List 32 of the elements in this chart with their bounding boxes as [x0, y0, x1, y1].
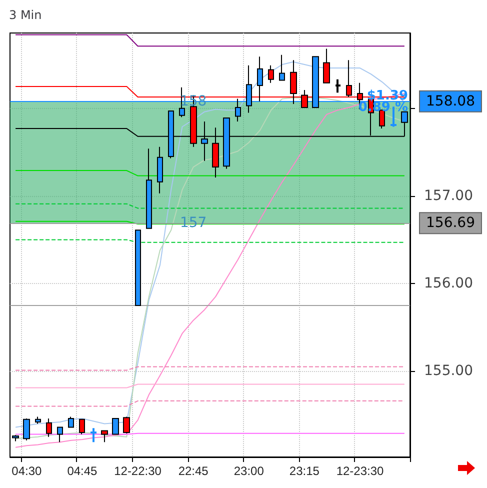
ref-line-label: 158.08 [426, 93, 475, 110]
candlestick [46, 418, 52, 438]
candlestick [79, 418, 85, 435]
candlestick [268, 64, 274, 84]
candlestick [12, 434, 19, 442]
candlestick [157, 146, 163, 194]
chart-title: 3 Min [9, 8, 42, 22]
x-tick-label: 12-23:30 [336, 464, 384, 478]
y-tick-label: 155.00 [424, 363, 473, 380]
candlestick [334, 78, 342, 94]
candlestick [23, 418, 30, 441]
x-tick-label: 04:45 [67, 464, 98, 478]
ref-line-label: 156.69 [426, 215, 475, 232]
y-tick-label: 156.00 [424, 276, 473, 292]
candlestick [101, 430, 108, 443]
x-tick-label: 04:30 [12, 464, 42, 478]
candlestick [35, 416, 41, 424]
candlestick [323, 48, 330, 84]
annotation: 158 [180, 93, 207, 110]
x-tick-label: 23:15 [289, 464, 320, 478]
candlestick [123, 416, 130, 434]
candlestick [135, 230, 141, 306]
candlestick [57, 426, 63, 443]
candlestick [279, 54, 285, 81]
x-tick-label: 22:45 [178, 464, 209, 478]
y-tick-label: 157.00 [424, 188, 473, 204]
candlestick [379, 110, 385, 129]
candlestick [68, 416, 74, 428]
candlestick [146, 148, 152, 229]
x-tick-label: 12-22:30 [114, 464, 162, 478]
candlestick [112, 418, 119, 435]
x-tick-label: 23:00 [234, 464, 264, 478]
